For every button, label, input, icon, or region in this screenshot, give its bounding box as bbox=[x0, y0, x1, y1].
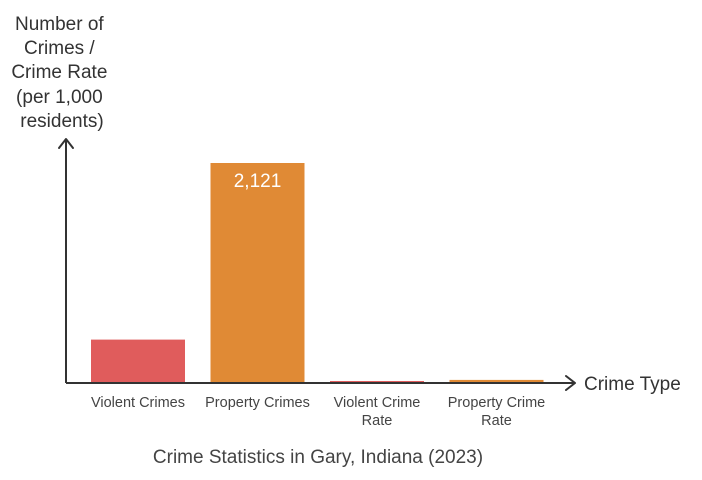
y-axis-title-line: Crime Rate bbox=[11, 62, 107, 83]
x-tick-label: Property Crime Rate bbox=[448, 395, 546, 429]
bar-property-crime-rate bbox=[449, 379, 544, 383]
x-tick-label-line: Property Crime bbox=[448, 395, 546, 411]
x-tick-label-line: Property Crimes bbox=[205, 395, 310, 411]
x-tick-label: Violent Crime Rate bbox=[334, 395, 421, 429]
x-axis-arrow-icon bbox=[565, 375, 576, 391]
x-tick-label-line: Rate bbox=[481, 413, 512, 429]
x-tick-label-line: Violent Crimes bbox=[91, 395, 185, 411]
y-axis-title-line: Crimes / bbox=[24, 38, 95, 59]
y-axis-title-line: (per 1,000 bbox=[16, 87, 103, 108]
x-tick-label-line: Violent Crime bbox=[334, 395, 421, 411]
axes bbox=[58, 138, 576, 391]
x-tick-label: Violent Crimes bbox=[91, 395, 185, 411]
x-tick-label-line: Rate bbox=[362, 413, 393, 429]
x-tick-labels: Violent Crimes Property Crimes Violent Cri… bbox=[91, 395, 545, 429]
data-label: 2,121 bbox=[234, 171, 282, 192]
x-tick-label: Property Crimes bbox=[205, 395, 310, 411]
y-axis-arrow-icon bbox=[58, 138, 74, 149]
y-axis-title-line: Number of bbox=[15, 14, 104, 35]
bars-group bbox=[91, 163, 544, 383]
data-labels: 2,121 bbox=[234, 171, 282, 192]
bar-property-crimes bbox=[210, 163, 305, 383]
x-axis-title: Crime Type bbox=[584, 374, 681, 395]
chart-title: Crime Statistics in Gary, Indiana (2023) bbox=[153, 447, 483, 468]
y-axis-title: Number of Crimes / Crime Rate (per 1,000… bbox=[11, 14, 112, 132]
y-axis-title-line: residents) bbox=[20, 111, 103, 132]
bar-violent-crimes bbox=[91, 339, 185, 383]
